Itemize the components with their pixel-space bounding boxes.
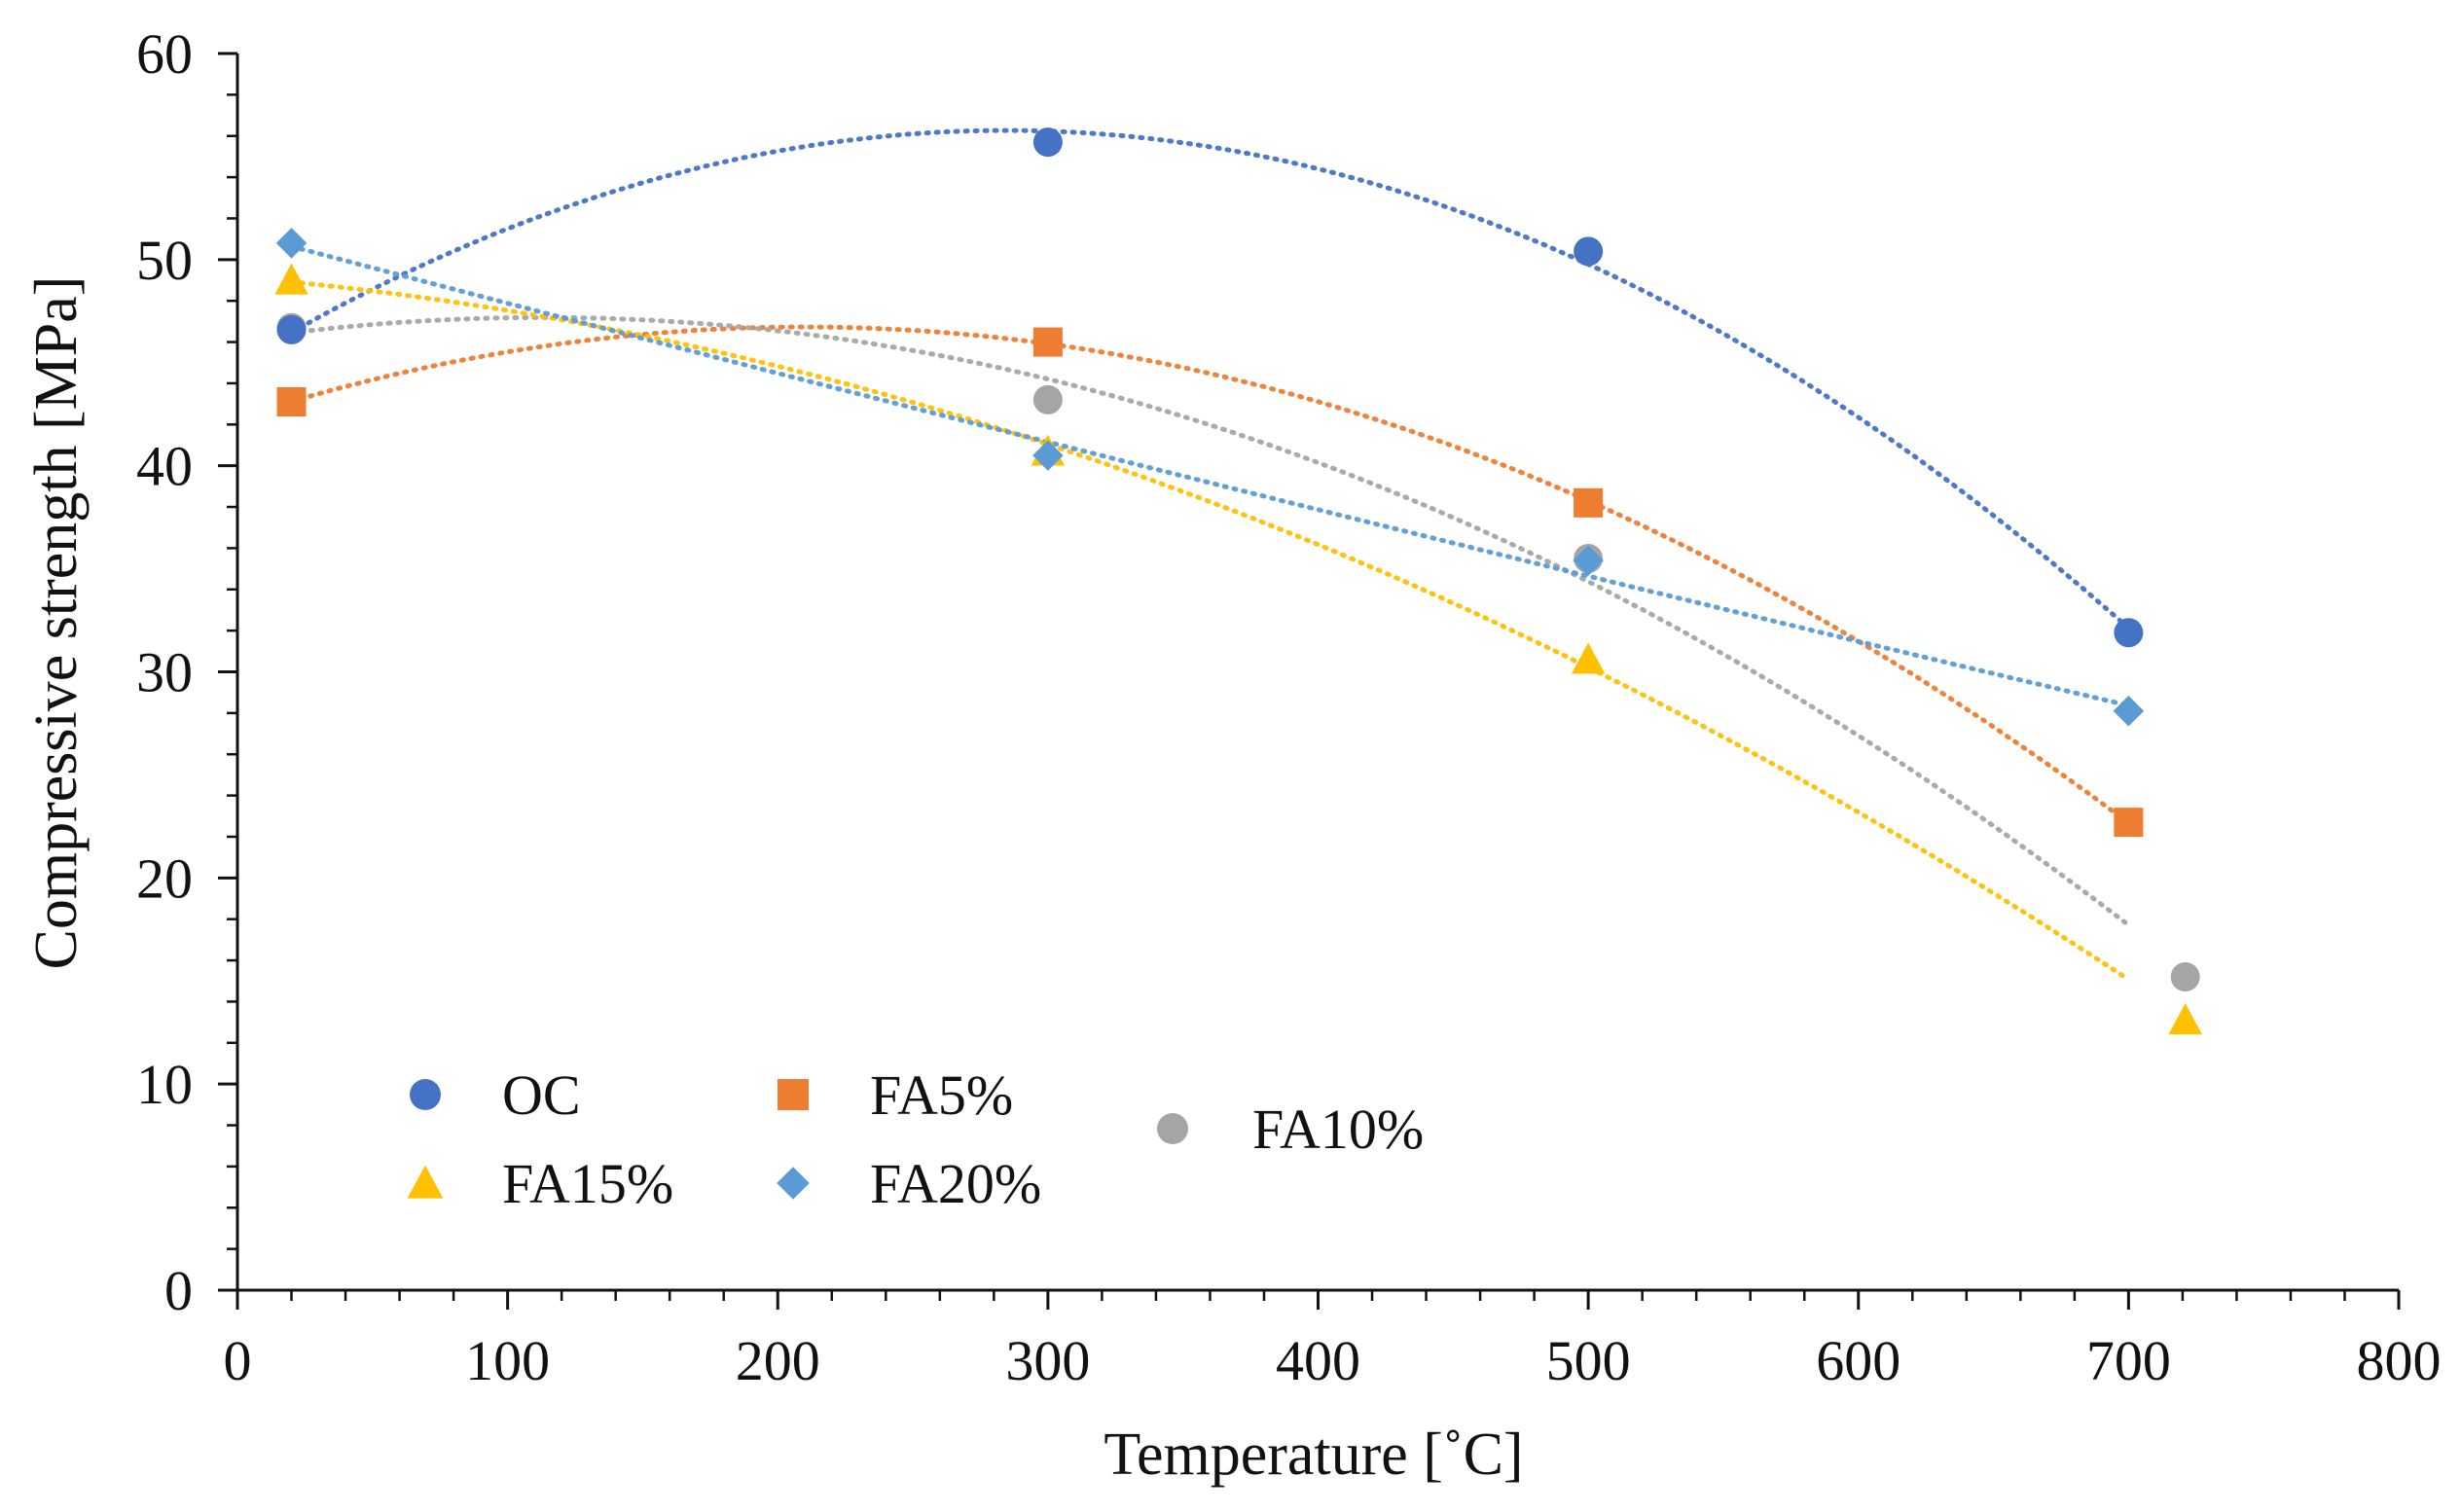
point-fa15 [2168,1003,2202,1035]
point-fa20 [1032,440,1064,471]
x-tick-label: 700 [2086,1329,2171,1392]
point-oc [1574,236,1604,267]
legend-marker-fa5 [778,1079,809,1110]
axes: 0 100 200 300 400 500 600 700 800 0 10 20 30 40 50 60 [136,22,2442,1392]
point-fa5 [1032,327,1063,357]
point-oc [276,314,307,344]
y-tick-label: 40 [136,435,193,498]
y-tick-label: 20 [136,846,193,910]
point-fa20 [1573,545,1604,576]
y-tick-label: 30 [136,641,193,704]
point-fa20 [275,228,308,259]
x-tick-label: 100 [465,1329,550,1392]
point-fa10 [1032,384,1063,414]
trendline-fa10 [289,314,2131,928]
x-tick-label: 300 [1005,1329,1090,1392]
y-tick-label: 0 [164,1259,193,1322]
x-tick-label: 600 [1816,1329,1900,1392]
point-fa15 [274,263,308,295]
legend-label-oc: OC [502,1063,581,1127]
legend-marker-fa15 [407,1165,444,1199]
x-axis-title: Temperature [˚C] [1104,1422,1523,1488]
legend-marker-oc [410,1079,441,1110]
y-axis-title: Compressive strength [MPa] [23,276,90,970]
x-tick-label: 200 [736,1329,820,1392]
x-tick-label: 800 [2357,1329,2442,1392]
trendlines [289,127,2131,983]
point-fa5 [2114,808,2144,838]
point-fa5 [1574,487,1604,518]
legend-label-fa20: FA20% [870,1152,1041,1215]
x-tick-label: 400 [1276,1329,1360,1392]
legend-label-fa15: FA15% [502,1152,673,1215]
trendline-fa15 [289,279,2131,983]
trendline-fa5 [289,324,2131,826]
trendline-fa20 [289,243,2131,708]
y-tick-label: 10 [136,1053,193,1116]
legend-label-fa10: FA10% [1252,1098,1424,1161]
legend: OC FA5% FA10% FA15% FA20% [407,1063,1424,1215]
point-oc [2114,618,2144,648]
point-oc [1032,127,1063,158]
legend-label-fa5: FA5% [870,1063,1013,1127]
x-tick-label: 0 [224,1329,252,1392]
y-tick-label: 60 [136,22,193,86]
x-tick-label: 500 [1546,1329,1631,1392]
point-fa10 [2170,962,2200,992]
data-points [274,127,2202,1035]
legend-marker-fa20 [777,1167,810,1200]
point-fa20 [2113,695,2145,727]
trendline-oc [289,127,2131,631]
y-tick-label: 50 [136,229,193,292]
legend-marker-fa10 [1157,1113,1188,1144]
point-fa15 [1571,642,1606,674]
point-fa5 [276,386,307,416]
